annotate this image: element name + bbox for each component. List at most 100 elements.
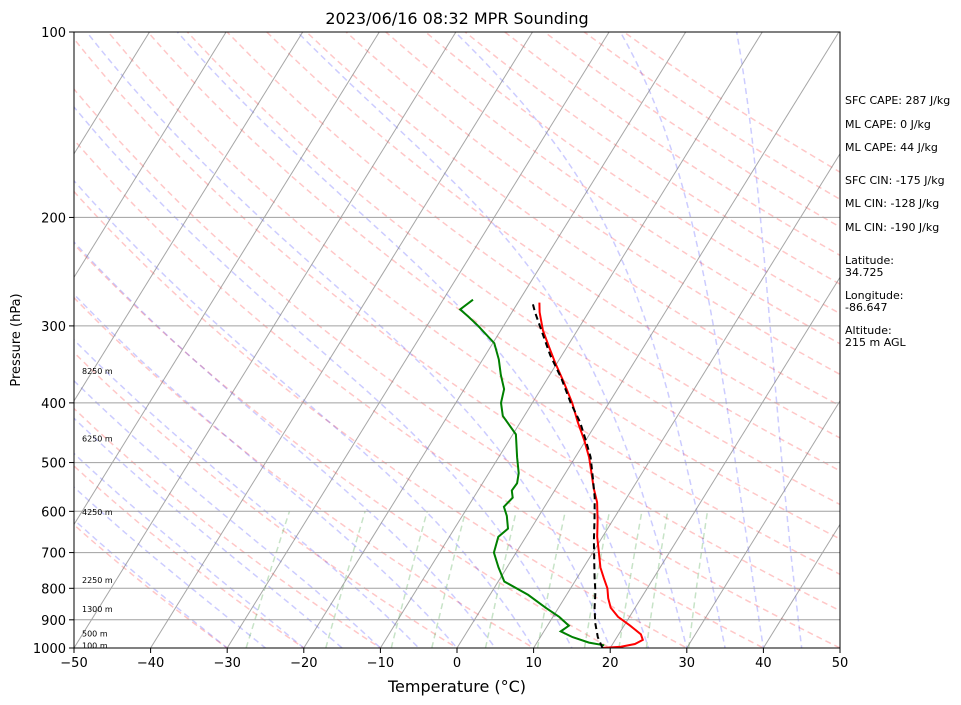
x-tick-label: −10 xyxy=(367,656,394,671)
moist-adiabat xyxy=(74,105,573,648)
y-tick-label: 500 xyxy=(41,457,66,472)
dry-adiabat xyxy=(74,190,689,648)
x-tick-label: 50 xyxy=(832,656,849,671)
x-tick-label: 30 xyxy=(679,656,696,671)
isotherm xyxy=(74,32,304,402)
x-tick-label: −40 xyxy=(137,656,164,671)
moist-adiabat xyxy=(74,240,497,648)
isotherm xyxy=(379,32,763,648)
y-axis-label: Pressure (hPa) xyxy=(9,293,24,386)
y-tick-label: 700 xyxy=(41,547,66,562)
moist-adiabat xyxy=(454,32,726,648)
sfc-cin-stat: SFC CIN: -175 J/kg xyxy=(845,174,945,187)
dry-adiabat xyxy=(186,32,840,506)
isotherm xyxy=(686,399,840,648)
dry-adiabat xyxy=(74,523,229,648)
moist-adiabat xyxy=(735,32,803,648)
dry-adiabat xyxy=(107,32,840,576)
x-tick-label: 0 xyxy=(453,656,461,671)
height-label: 6250 m xyxy=(82,435,113,444)
x-axis-ticks: −50 −40 −30 −20 −10 0 10 20 30 40 50 xyxy=(60,648,848,671)
dry-adiabat xyxy=(74,138,766,648)
moist-adiabat xyxy=(86,32,612,648)
longitude-label: Longitude: xyxy=(845,289,904,302)
parcel-line xyxy=(531,302,604,648)
longitude-stat: Longitude: -86.647 xyxy=(845,290,903,314)
height-label: 1300 m xyxy=(82,605,113,614)
ml-cin-stat-2: ML CIN: -190 J/kg xyxy=(845,221,940,234)
x-axis-label: Temperature (°C) xyxy=(387,677,526,696)
moist-adiabat xyxy=(74,293,459,648)
moist-adiabat xyxy=(619,32,765,648)
dry-adiabat xyxy=(74,37,840,612)
sfc-cape-stat: SFC CAPE: 287 J/kg xyxy=(845,94,951,107)
y-tick-label: 600 xyxy=(41,505,66,520)
height-label: 8250 m xyxy=(82,367,113,376)
ml-cape-stat-2: ML CAPE: 44 J/kg xyxy=(845,141,938,154)
x-tick-label: −20 xyxy=(290,656,317,671)
y-tick-label: 300 xyxy=(41,320,66,335)
dry-adiabat xyxy=(266,32,840,439)
moist-adiabat xyxy=(176,32,650,648)
y-tick-label: 900 xyxy=(41,614,66,629)
altitude-label: Altitude: xyxy=(845,324,892,337)
dry-adiabat xyxy=(74,351,459,648)
x-tick-label: −50 xyxy=(60,656,87,671)
latitude-label: Latitude: xyxy=(845,254,894,267)
y-tick-label: 400 xyxy=(41,397,66,412)
moist-adiabat xyxy=(74,179,535,648)
dry-adiabat xyxy=(74,87,840,648)
mixing-ratio-line xyxy=(645,511,669,648)
height-label: 100 m xyxy=(82,642,108,651)
mixing-ratio-line xyxy=(431,511,467,648)
background-lines xyxy=(74,32,840,648)
x-tick-label: 10 xyxy=(525,656,542,671)
mixing-ratio-line xyxy=(390,511,428,648)
mixing-ratio-line xyxy=(536,511,567,648)
ml-cin-stat: ML CIN: -128 J/kg xyxy=(845,197,940,210)
y-tick-label: 800 xyxy=(41,582,66,597)
moist-adiabat xyxy=(74,379,382,648)
y-axis-ticks: 100 200 300 400 500 600 700 800 900 1000 xyxy=(33,26,74,657)
height-labels: 8250 m 6250 m 4250 m 2250 m 1300 m 500 m 100 m xyxy=(82,367,113,651)
isotherm xyxy=(456,32,840,648)
chart-title: 2023/06/16 08:32 MPR Sounding xyxy=(325,9,588,28)
altitude-stat: Altitude: 215 m AGL xyxy=(845,325,906,349)
height-label: 2250 m xyxy=(82,576,113,585)
height-label: 4250 m xyxy=(82,508,113,517)
latitude-stat: Latitude: 34.725 xyxy=(845,255,894,279)
dry-adiabat xyxy=(147,32,840,540)
isotherm xyxy=(74,32,150,155)
longitude-value: -86.647 xyxy=(845,301,888,314)
y-tick-label: 200 xyxy=(41,211,66,226)
dry-adiabat xyxy=(74,407,382,648)
grid xyxy=(74,32,840,648)
ml-cape-stat: ML CAPE: 0 J/kg xyxy=(845,118,931,131)
dry-adiabat xyxy=(74,296,536,648)
mixing-ratio-line xyxy=(245,511,291,648)
isotherm xyxy=(303,32,687,648)
mixing-ratio-line xyxy=(325,511,366,648)
altitude-value: 215 m AGL xyxy=(845,336,906,349)
dry-adiabat xyxy=(74,464,306,648)
moist-adiabat xyxy=(74,338,420,648)
moist-adiabat xyxy=(74,486,267,648)
moist-adiabat xyxy=(74,452,305,648)
height-label: 500 m xyxy=(82,629,108,638)
isotherm xyxy=(762,523,840,648)
isotherm xyxy=(150,32,533,648)
dry-adiabat xyxy=(305,32,840,407)
dewpoint-line xyxy=(458,298,605,647)
x-tick-label: −30 xyxy=(213,656,240,671)
isotherm xyxy=(609,276,840,648)
x-tick-label: 40 xyxy=(755,656,772,671)
isotherm xyxy=(74,32,227,279)
dry-adiabat xyxy=(74,243,612,648)
moist-adiabat xyxy=(296,32,688,648)
y-tick-label: 1000 xyxy=(33,642,66,657)
isotherm xyxy=(74,32,380,526)
dry-adiabat xyxy=(425,32,840,315)
x-tick-label: 20 xyxy=(602,656,619,671)
isotherm xyxy=(226,32,610,648)
